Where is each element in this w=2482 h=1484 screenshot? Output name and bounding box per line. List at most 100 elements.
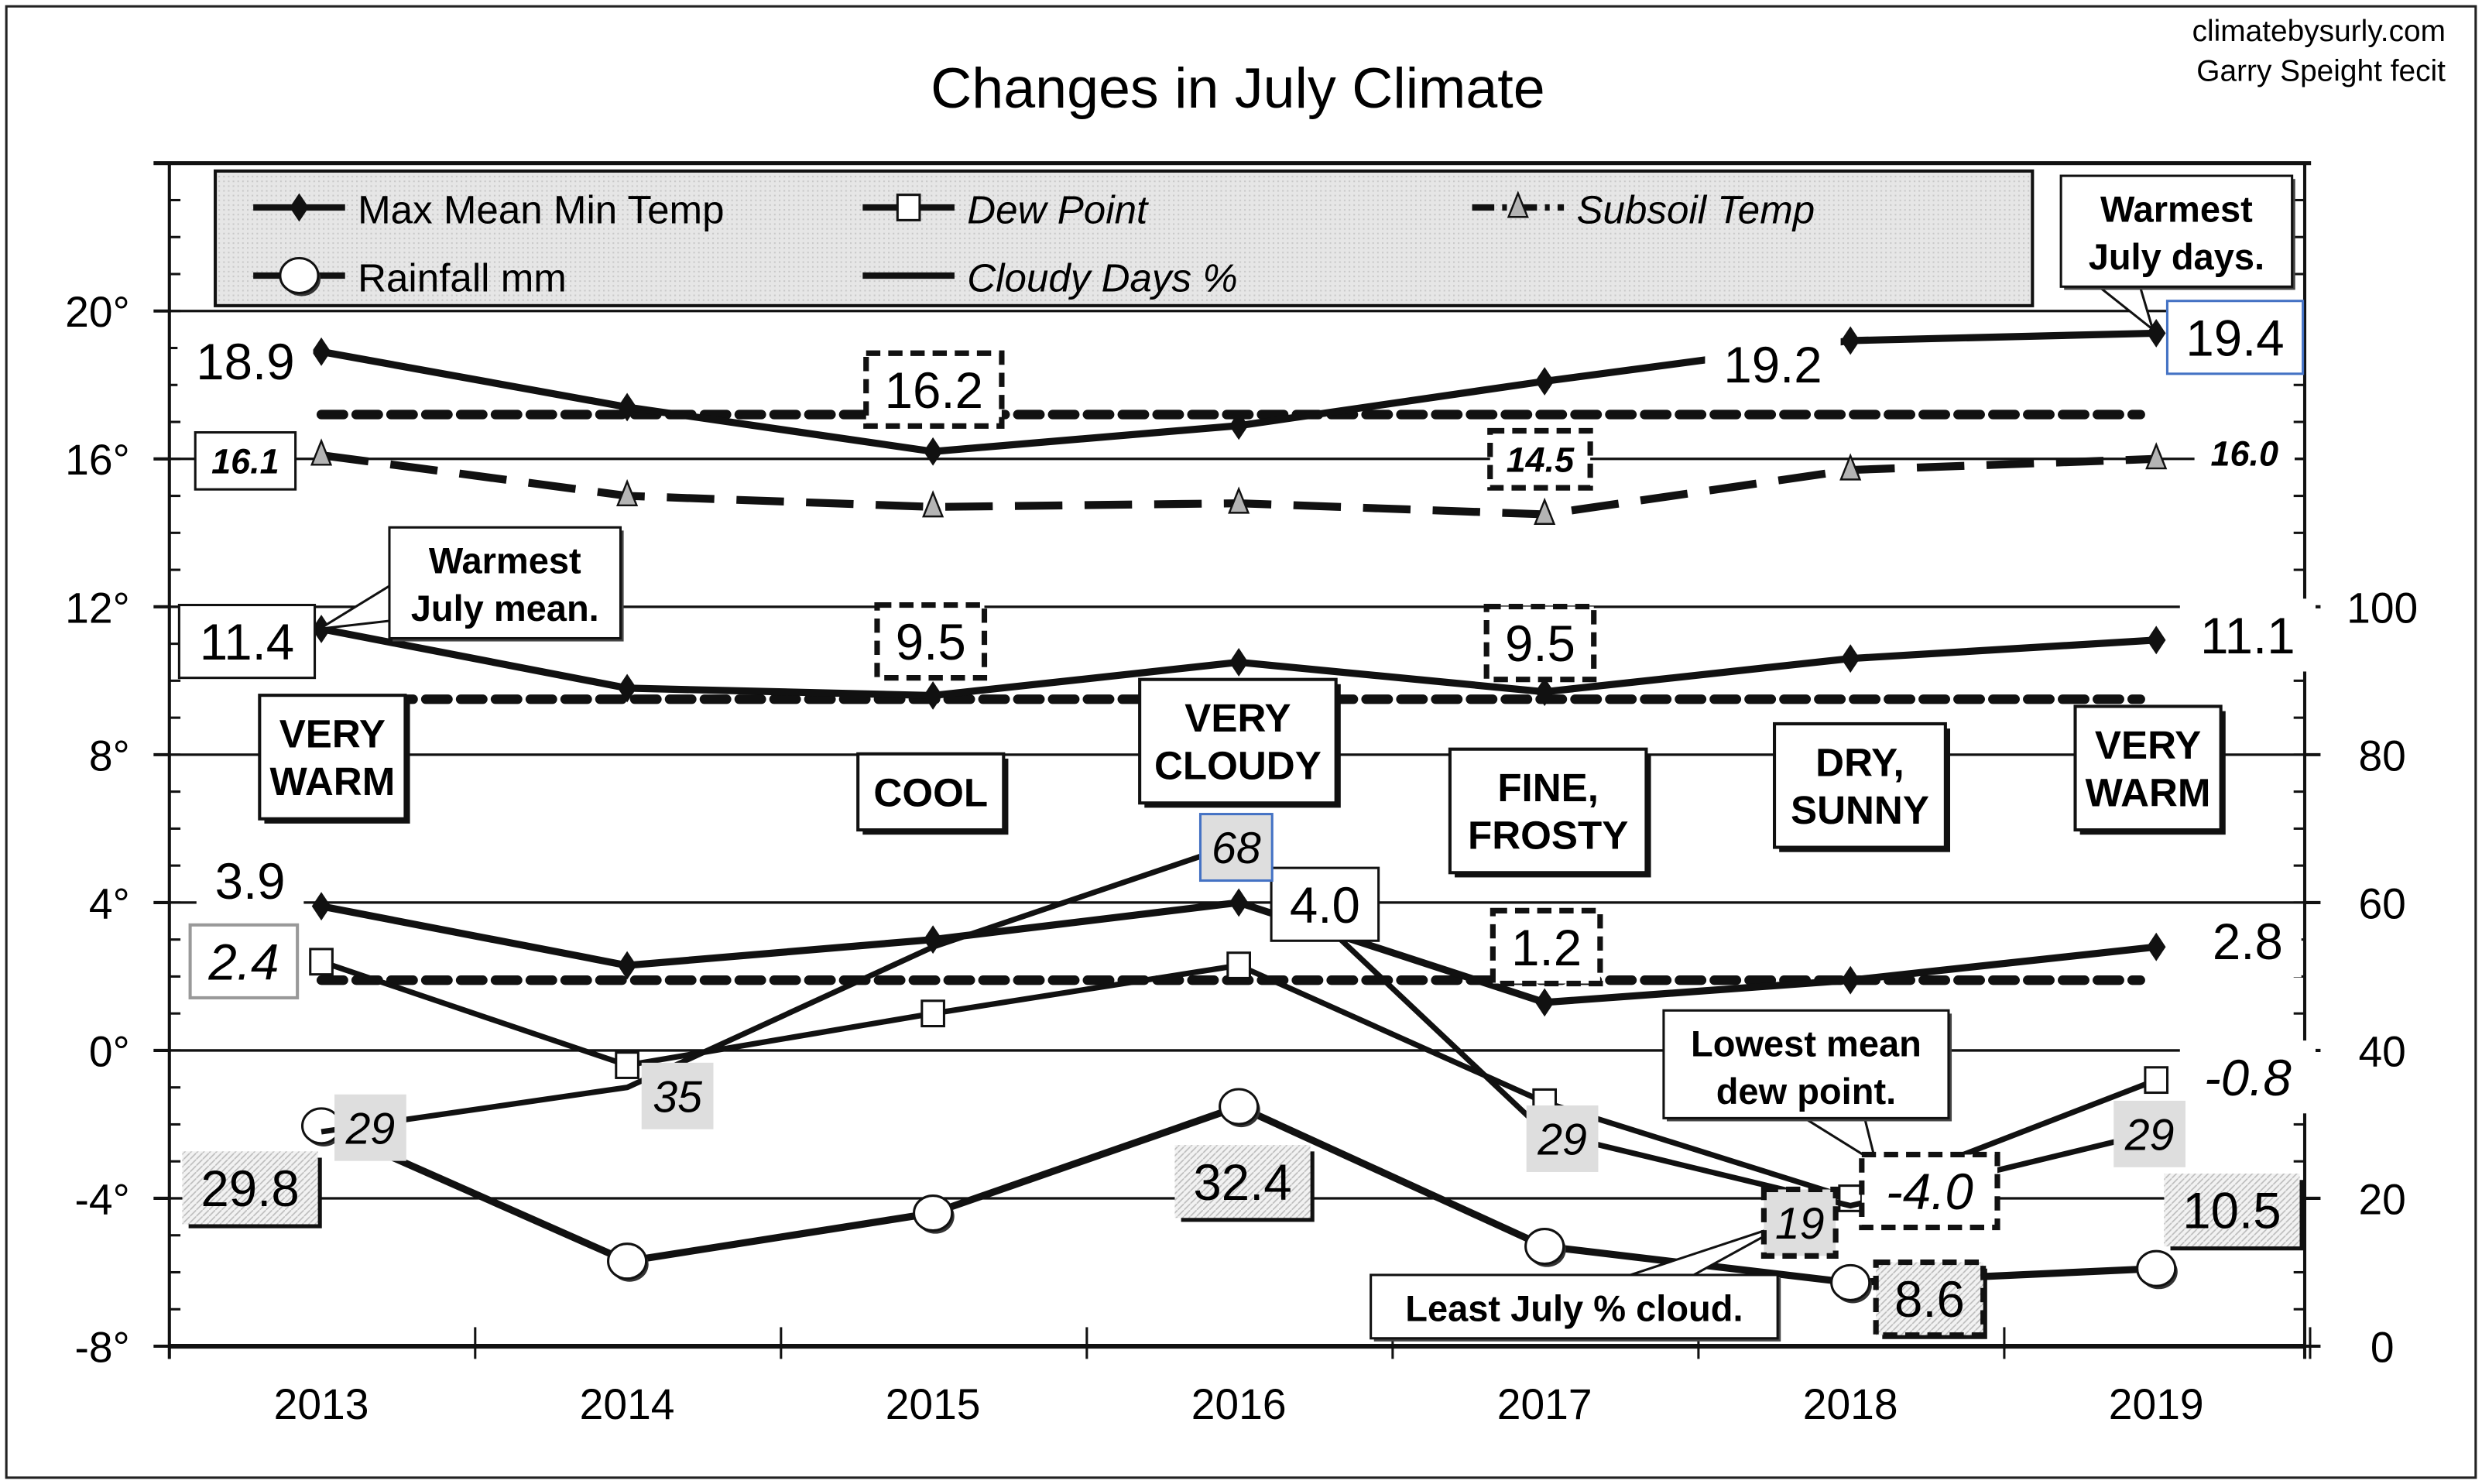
legend-label: Cloudy Days % (967, 255, 1237, 300)
data-label-box (1198, 813, 1274, 883)
legend-marker-circle (279, 256, 320, 295)
x-axis-tick-label: 2018 (1803, 1380, 1898, 1428)
data-label-box (196, 844, 304, 917)
data-label-box (2194, 904, 2302, 978)
data-label: 9.5 (896, 614, 966, 670)
data-label: 1.2 (1511, 920, 1582, 976)
point-diamond (2146, 932, 2166, 961)
callout-text: Warmest (2100, 188, 2253, 229)
data-label-box (1873, 1259, 1987, 1338)
point-circle (913, 1194, 954, 1232)
data-label-box (1526, 1105, 1599, 1172)
data-label: 8.6 (1894, 1271, 1965, 1328)
series-lines (300, 319, 2178, 1304)
point-circle (1830, 1263, 1871, 1301)
legend-box (214, 169, 2035, 307)
data-label-box (641, 1062, 714, 1129)
point-diamond (923, 681, 943, 710)
point-triangle (616, 478, 639, 507)
data-label-box (2179, 1040, 2316, 1114)
legend-label: Max Mean Min Temp (358, 187, 724, 231)
point-diamond (2146, 625, 2166, 655)
year-description-box (1773, 721, 1947, 849)
left-axis-tick-label: 16° (65, 436, 129, 484)
data-label: 2.4 (207, 934, 279, 990)
left-axis-tick-label: -8° (74, 1323, 129, 1371)
point-circle (2136, 1249, 2177, 1287)
data-label: 10.5 (2182, 1183, 2281, 1239)
year-description-text: COOL (873, 770, 988, 814)
point-triangle (922, 490, 944, 518)
point-square (2144, 1066, 2169, 1095)
year-description-text: VERY (279, 712, 386, 756)
data-label: 35 (653, 1072, 702, 1122)
data-label-box (177, 324, 314, 398)
data-label: 16.0 (2211, 434, 2279, 473)
point-diamond (617, 951, 637, 980)
callouts: Warmest July days. Warmest July mean. Lowest… (319, 174, 2295, 1342)
point-diamond (923, 437, 943, 466)
right-axis-tick-label: 100 (2347, 584, 2418, 632)
left-axis-tick-label: -4° (74, 1175, 129, 1223)
right-axis-tick-label: 40 (2358, 1027, 2405, 1075)
callout-box (1370, 1273, 1779, 1340)
x-axis-tick-label: 2019 (2109, 1380, 2204, 1428)
data-label: 29 (2124, 1110, 2175, 1160)
data-label: 18.9 (196, 334, 294, 390)
callout-pointer (2098, 286, 2155, 333)
year-description-text: WARM (2086, 770, 2211, 814)
chart-title: Changes in July Climate (931, 56, 1544, 120)
point-triangle (310, 438, 333, 466)
year-description-text: VERY (2095, 723, 2201, 767)
data-label-box (194, 430, 297, 491)
point-square (615, 1051, 639, 1079)
callout-text: July mean. (411, 588, 599, 629)
point-triangle (1228, 486, 1250, 514)
data-label-box (2194, 424, 2295, 482)
data-label: 19.4 (2185, 310, 2284, 366)
data-label-box (2113, 1100, 2185, 1167)
data-label: 68 (1212, 824, 1261, 873)
data-label-box (1174, 1145, 1311, 1218)
year-description-text: FROSTY (1468, 814, 1628, 858)
credit-site: climatebysurly.com (2192, 15, 2446, 48)
point-triangle (1839, 453, 1862, 481)
callout-text: Lowest mean (1691, 1023, 1921, 1064)
year-description-text: VERY (1184, 696, 1291, 740)
year-description-box (1138, 677, 1338, 805)
legend-marker-square (896, 194, 921, 221)
right-axis-tick-label: 0 (2371, 1323, 2395, 1371)
legend: Max Mean Min Temp Dew Point Subsoil Temp Ra… (214, 169, 2035, 307)
data-label-box (182, 1151, 318, 1225)
data-label: 29.8 (201, 1160, 299, 1217)
point-diamond (311, 337, 331, 366)
point-square (920, 999, 945, 1028)
callout-box (1662, 1009, 1950, 1119)
callout-text: Least July % cloud. (1405, 1287, 1743, 1328)
data-labels: 18.9 16.2 19.2 19.4 16.1 14.5 16.0 11.4 9.5 9.5 11… (177, 300, 2316, 1339)
x-axis-tick-label: 2017 (1497, 1380, 1592, 1428)
x-axis-tick-label: 2016 (1191, 1380, 1287, 1428)
data-label-box (1859, 1151, 2000, 1231)
data-label-box (334, 1094, 406, 1161)
x-axis-tick-label: 2014 (580, 1380, 675, 1428)
legend-marker-diamond (290, 193, 309, 222)
data-label-box (1760, 1186, 1839, 1259)
point-diamond (1534, 988, 1555, 1017)
credit-author: Garry Speight fecit (2196, 54, 2446, 87)
data-label: 19 (1775, 1199, 1825, 1249)
data-label: 32.4 (1193, 1154, 1291, 1211)
left-axis-tick-label: 20° (65, 288, 129, 336)
point-diamond (311, 892, 331, 921)
data-label: 14.5 (1507, 440, 1575, 479)
point-triangle (2145, 442, 2168, 470)
x-axis-tick-label: 2013 (274, 1380, 369, 1428)
point-square (309, 948, 334, 976)
axes: 20° 16° 12° 8° 4° 0° -4° -8° 100 80 60 40 20 0 2013 201… (65, 161, 2418, 1428)
legend-label: Rainfall mm (358, 255, 567, 300)
point-diamond (1840, 644, 1860, 673)
right-axis-tick-label: 20 (2358, 1175, 2405, 1223)
legend-label: Dew Point (967, 187, 1149, 231)
data-label-box (188, 923, 300, 999)
